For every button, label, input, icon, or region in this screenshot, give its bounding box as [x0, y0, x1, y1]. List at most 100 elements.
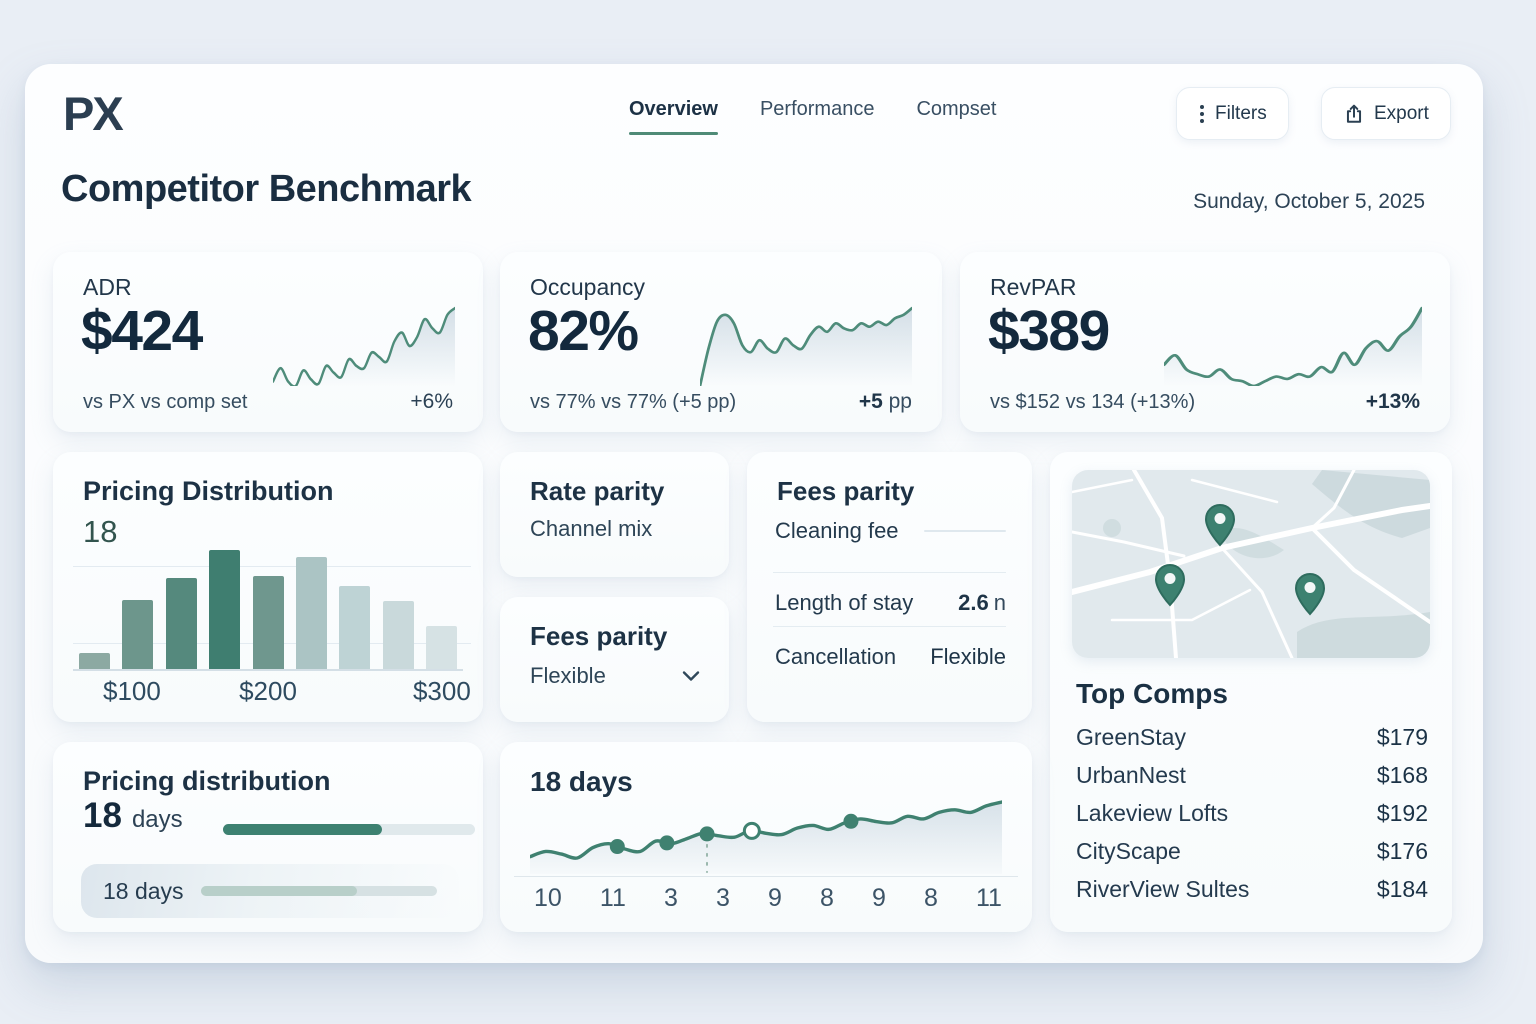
fee-row-cleaning: Cleaning fee: [775, 518, 1006, 544]
fee-row-value: 2.6 n: [958, 590, 1006, 615]
x-tick-label: $100: [102, 676, 161, 706]
histogram-bar[interactable]: [339, 586, 371, 670]
x-axis-ticks: 10 11 3 3 9 8 9 8 11: [534, 884, 1002, 913]
more-vertical-icon: [1200, 104, 1204, 123]
map-pin[interactable]: [1204, 503, 1236, 547]
kpi-value: $424: [81, 299, 203, 363]
fees-parity-detail-card: Fees parity Cleaning fee Length of stay …: [747, 452, 1032, 722]
x-tick-label: $300: [412, 676, 471, 706]
card-title: Rate parity: [530, 476, 665, 506]
fees-parity-card: Fees parity Flexible: [500, 597, 729, 722]
comps-map[interactable]: [1072, 470, 1430, 658]
map-pin[interactable]: [1294, 572, 1326, 616]
gridline: [73, 566, 471, 567]
x-tick-label: 3: [715, 884, 730, 912]
page-date: Sunday, October 5, 2025: [1193, 190, 1425, 213]
comp-name: GreenStay: [1076, 724, 1186, 750]
progress-track: [223, 824, 475, 835]
export-button[interactable]: Export: [1321, 87, 1451, 140]
kpi-delta: +5 pp: [858, 390, 912, 413]
comp-row[interactable]: GreenStay $179: [1076, 724, 1428, 762]
comp-name: UrbanNest: [1076, 762, 1186, 788]
rate-parity-card: Rate parity Channel mix: [500, 452, 729, 577]
card-title: Pricing Distribution: [83, 476, 334, 506]
x-tick-label: 8: [923, 884, 938, 912]
chevron-down-icon[interactable]: [681, 669, 701, 683]
comp-name: RiverView Sultes: [1076, 876, 1250, 902]
line-marker[interactable]: [843, 813, 859, 829]
comp-name: CityScape: [1076, 838, 1181, 864]
comp-row[interactable]: UrbanNest $168: [1076, 762, 1428, 800]
top-comps-card: Top Comps GreenStay $179 UrbanNest $168 Lake…: [1050, 452, 1452, 932]
kpi-comparison: vs $152 vs 134 (+13%): [990, 391, 1196, 413]
x-tick-label: 11: [599, 884, 626, 912]
tab-overview[interactable]: Overview: [629, 98, 718, 135]
top-comps-title: Top Comps: [1076, 678, 1228, 709]
x-tick-label: 10: [534, 884, 562, 912]
histogram-bar[interactable]: [165, 578, 197, 670]
pricing-histogram: [73, 550, 471, 671]
kpi-value: 82%: [528, 299, 639, 363]
kpi-delta: +13%: [1365, 390, 1420, 413]
revpar-sparkline: [1164, 306, 1422, 386]
tab-compset[interactable]: Compset: [916, 98, 997, 120]
x-axis-line: [73, 669, 463, 671]
card-title: Fees parity: [530, 621, 668, 651]
histogram-bar[interactable]: [382, 601, 414, 670]
line-marker[interactable]: [742, 821, 761, 840]
histogram-bar[interactable]: [122, 600, 154, 670]
fee-row-label: Cleaning fee: [775, 518, 899, 543]
app-logo: PX: [63, 87, 124, 140]
filters-button-label: Filters: [1215, 102, 1267, 124]
line-marker[interactable]: [699, 826, 715, 842]
map-canvas: [1072, 470, 1430, 658]
filters-button[interactable]: Filters: [1176, 87, 1289, 140]
histogram-bar[interactable]: [252, 576, 284, 670]
days-line-chart: [530, 800, 1002, 874]
export-share-icon: [1346, 104, 1362, 123]
kpi-delta: +6%: [410, 390, 453, 413]
divider: [773, 572, 1006, 573]
progress-sub-fill: [201, 886, 357, 896]
x-tick-label: $200: [239, 676, 297, 706]
days-trend-card: 18 days 10 11 3 3 9 8 9 8 11: [500, 742, 1032, 932]
kpi-label: Occupancy: [530, 274, 646, 300]
comp-row[interactable]: RiverView Sultes $184: [1076, 876, 1428, 914]
top-comps-list: GreenStay $179 UrbanNest $168 Lakeview Lofts…: [1076, 724, 1428, 914]
comp-price: $192: [1376, 800, 1428, 826]
comp-row[interactable]: CityScape $176: [1076, 838, 1428, 876]
kpi-card-revpar: RevPAR $389 vs $152 vs 134 (+13%) +13%: [960, 252, 1450, 432]
histogram-bars: [79, 550, 457, 670]
x-axis-line: [514, 876, 1018, 877]
tab-performance[interactable]: Performance: [759, 98, 875, 120]
card-title: Pricing distribution: [83, 766, 331, 796]
x-tick-label: 11: [975, 884, 1002, 912]
histogram-bar[interactable]: [209, 550, 241, 670]
main-nav: Overview Performance Compset: [629, 98, 996, 135]
rate-parity-subtitle: Channel mix: [530, 516, 653, 541]
histogram-bar[interactable]: [295, 557, 327, 670]
card-title: Fees parity: [777, 476, 915, 506]
fee-row-value-placeholder: [924, 530, 1006, 532]
comp-row[interactable]: Lakeview Lofts $192: [1076, 800, 1428, 838]
comp-price: $184: [1376, 876, 1428, 902]
fee-row-cancellation: Cancellation Flexible: [775, 644, 1006, 670]
histogram-bar[interactable]: [426, 626, 457, 670]
fees-parity-selected-value[interactable]: Flexible: [530, 663, 606, 688]
fee-row-label: Cancellation: [775, 644, 897, 669]
kpi-label: ADR: [83, 274, 132, 300]
progress-subrow[interactable]: 18 days: [81, 864, 459, 918]
fee-row-length-of-stay: Length of stay 2.6 n: [775, 590, 1006, 616]
days-value: 18 days: [83, 796, 183, 835]
comp-name: Lakeview Lofts: [1076, 800, 1229, 826]
x-tick-label: 9: [871, 884, 886, 912]
divider: [773, 626, 1006, 627]
map-pin[interactable]: [1154, 563, 1186, 607]
page-title: Competitor Benchmark: [61, 168, 472, 210]
export-button-label: Export: [1374, 102, 1429, 124]
line-marker[interactable]: [659, 835, 675, 851]
line-marker[interactable]: [609, 839, 625, 855]
histogram-bar[interactable]: [79, 653, 110, 670]
progress-sub-label: 18 days: [103, 878, 184, 904]
comp-price: $179: [1376, 724, 1428, 750]
